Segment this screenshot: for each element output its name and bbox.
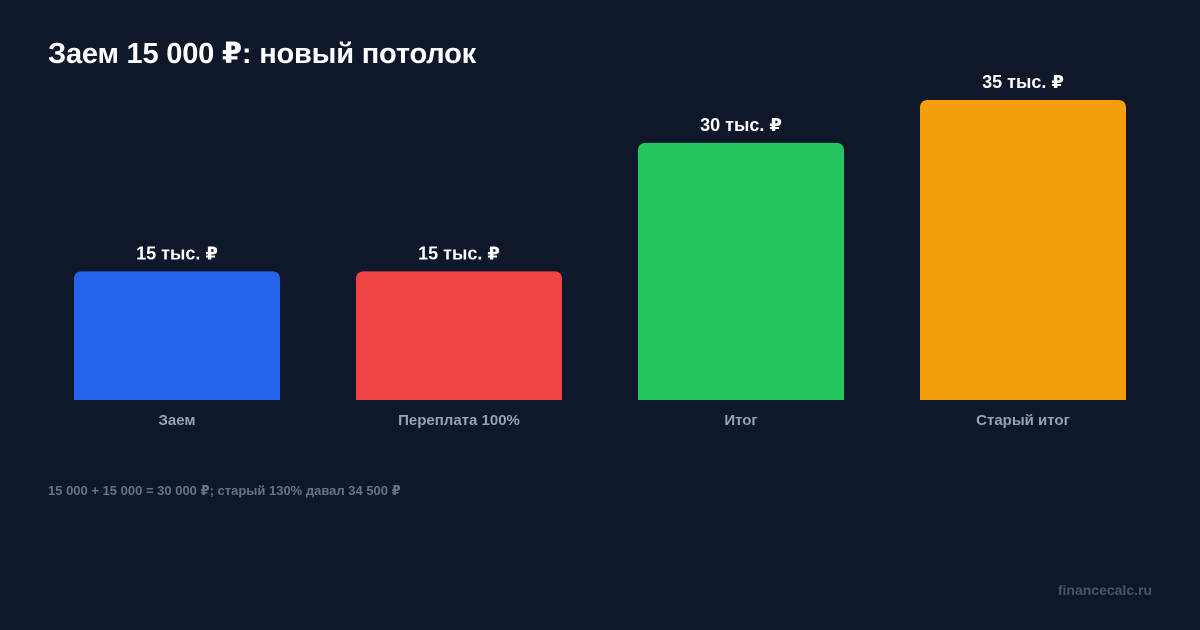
- category-label: Итог: [724, 412, 757, 429]
- source-label: financecalc.ru: [1057, 582, 1152, 598]
- bar-value-label: 15 тыс. ₽: [136, 243, 218, 263]
- bar-value-label: 35 тыс. ₽: [982, 72, 1064, 92]
- bar-2: [356, 271, 562, 400]
- category-label: Переплата 100%: [398, 412, 520, 429]
- category-label: Заем: [159, 412, 196, 429]
- chart-title: Заем 15 000 ₽: новый потолок: [48, 38, 476, 70]
- chart-footnote: 15 000 + 15 000 = 30 000 ₽; старый 130% …: [48, 483, 401, 498]
- bar-3: [638, 142, 844, 400]
- category-label: Старый итог: [976, 412, 1070, 429]
- bar-value-label: 30 тыс. ₽: [700, 115, 782, 135]
- bar-4: [920, 100, 1126, 400]
- bar-value-label: 15 тыс. ₽: [418, 243, 500, 263]
- bar-1: [74, 271, 280, 400]
